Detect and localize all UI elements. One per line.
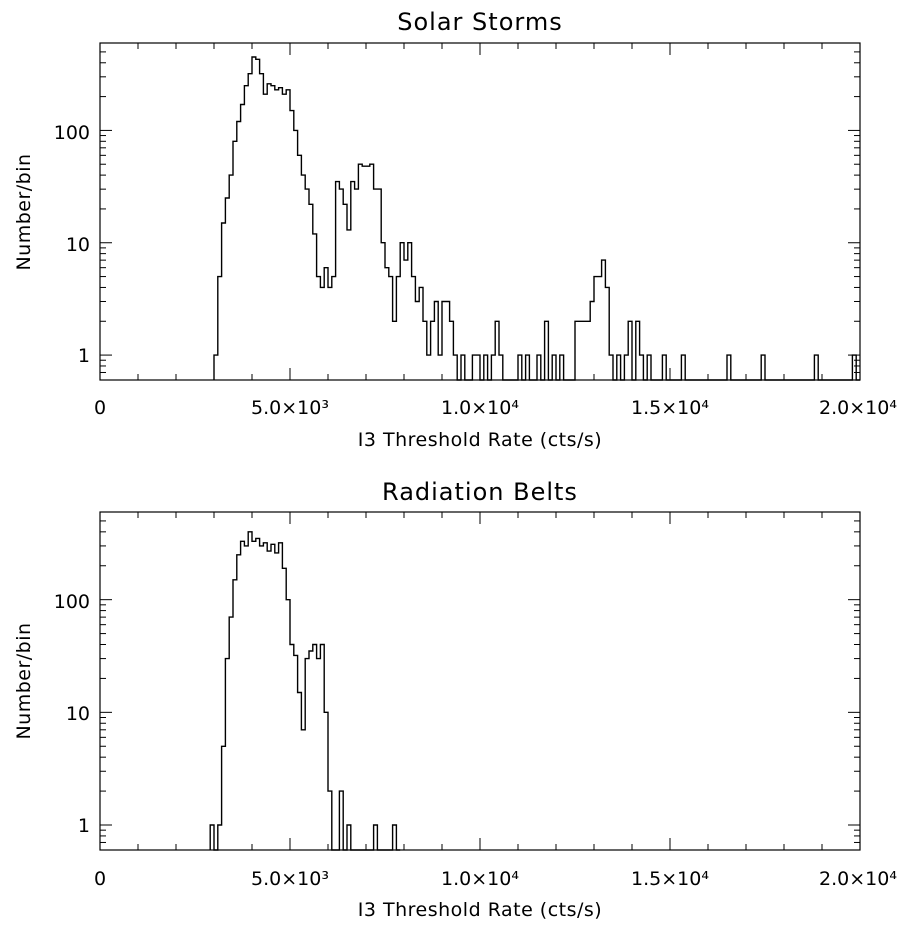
- y-axis-label: Number/bin: [13, 622, 35, 739]
- y-tick-label: 10: [66, 703, 90, 725]
- x-tick-label: 1.5×10⁴: [631, 397, 709, 419]
- y-axis-label: Number/bin: [13, 153, 35, 270]
- axis-ticks: [99, 511, 861, 851]
- plot-frame: [99, 42, 861, 381]
- y-tick-label: 1: [78, 345, 90, 367]
- axis-ticks: [99, 42, 861, 381]
- histogram-series: [213, 56, 860, 381]
- y-tick-label: 10: [66, 234, 90, 256]
- x-tick-label: 5.0×10³: [251, 868, 329, 890]
- x-axis-label: I3 Threshold Rate (cts/s): [358, 429, 602, 451]
- x-tick-label: 2.0×10⁴: [819, 868, 897, 890]
- plot-frame: [99, 511, 861, 851]
- x-tick-label: 1.5×10⁴: [631, 868, 709, 890]
- x-tick-labels: 0 5.0×10³ 1.0×10⁴ 1.5×10⁴ 2.0×10⁴: [94, 397, 897, 419]
- histogram-series: [209, 531, 401, 851]
- chart-solar-storms: Solar Storms 0 5.0×10³ 1.0×10⁴ 1.5×10⁴ 2…: [13, 8, 897, 451]
- chart-title: Solar Storms: [397, 8, 562, 36]
- x-tick-label: 1.0×10⁴: [441, 397, 519, 419]
- chart-radiation-belts: Radiation Belts 0 5.0×10³ 1.0×10⁴ 1.5×10…: [13, 478, 897, 921]
- x-tick-label: 2.0×10⁴: [819, 397, 897, 419]
- y-tick-label: 100: [54, 122, 90, 144]
- x-tick-labels: 0 5.0×10³ 1.0×10⁴ 1.5×10⁴ 2.0×10⁴: [94, 868, 897, 890]
- y-tick-label: 1: [78, 815, 90, 837]
- x-tick-label: 1.0×10⁴: [441, 868, 519, 890]
- x-tick-label: 0: [94, 868, 106, 890]
- chart-title: Radiation Belts: [382, 478, 578, 506]
- y-tick-label: 100: [54, 591, 90, 613]
- y-tick-labels: 1 10 100: [54, 122, 90, 367]
- x-tick-label: 5.0×10³: [251, 397, 329, 419]
- x-tick-label: 0: [94, 397, 106, 419]
- y-tick-labels: 1 10 100: [54, 591, 90, 837]
- x-axis-label: I3 Threshold Rate (cts/s): [358, 899, 602, 921]
